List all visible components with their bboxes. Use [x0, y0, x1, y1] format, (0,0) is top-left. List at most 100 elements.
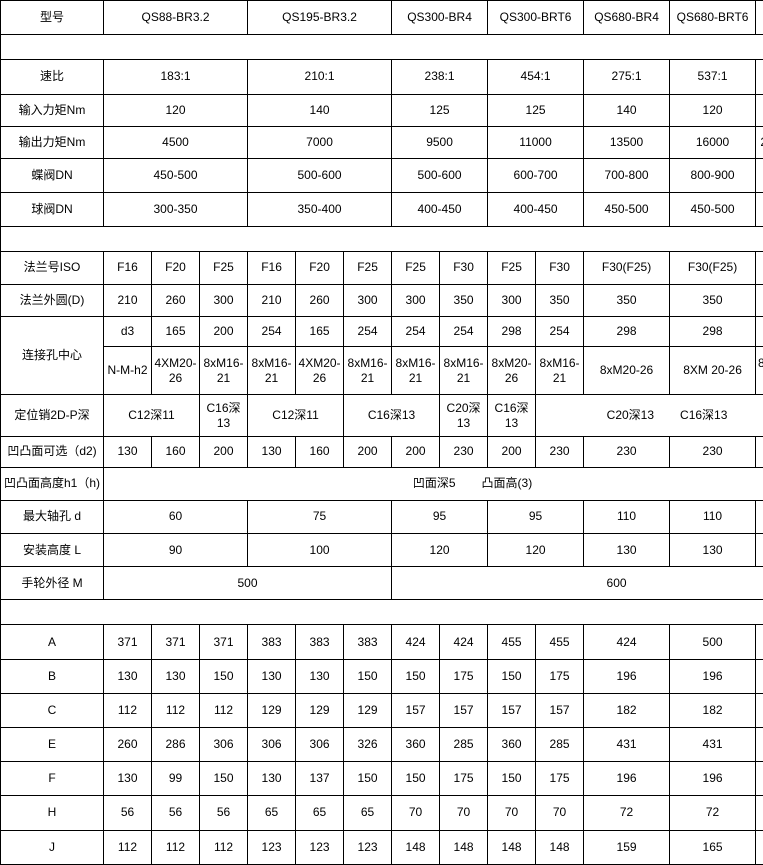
model-header-3: QS300-BRT6 [487, 0, 585, 36]
cell-dim-h-8: 70 [487, 795, 537, 831]
cell-dim-b-5: 150 [343, 658, 393, 694]
cell-flange-od-11: 350 [669, 283, 757, 317]
cell-flange-iso-6: F25 [391, 251, 441, 285]
cell-d2-4: 160 [295, 436, 345, 468]
cell-dim-j-4: 123 [295, 829, 345, 865]
table-row-dim-a: A 371 371 371 383 383 383 424 424 455 45… [0, 624, 763, 660]
cell-pin-6-a: C20深13 [606, 408, 655, 423]
cell-handwheel-0: 500 [102, 566, 393, 601]
cell-ball-4: 450-500 [583, 192, 671, 228]
cell-pin-6: C20深13 C16深13 [535, 394, 763, 438]
cell-butterfly-5: 800-900 [669, 157, 757, 194]
cell-input-torque-1: 140 [247, 93, 393, 127]
cell-dim-a-9: 455 [535, 624, 585, 660]
row-label-face-d2: 凹凸面可选（d2) [0, 436, 104, 468]
table-row-install-height: 安装高度 L 90 100 120 120 130 130 145 [0, 532, 763, 568]
cell-d2-3: 130 [247, 436, 297, 468]
cell-speed-ratio-6: 633:1 [755, 59, 763, 95]
cell-dim-b-7: 175 [439, 658, 489, 694]
cell-dim-j-6: 148 [391, 829, 441, 865]
cell-dim-a-7: 424 [439, 624, 489, 660]
cell-d3-10: 298 [669, 315, 757, 347]
cell-dim-b-12: 208 [755, 658, 763, 694]
cell-pin-3: C16深13 [343, 394, 441, 438]
row-label-handwheel-od: 手轮外径 M [0, 566, 104, 601]
cell-dim-b-2: 150 [198, 658, 249, 694]
cell-flange-od-3: 210 [247, 283, 297, 317]
row-label-butterfly-valve-dn: 蝶阀DN [0, 157, 104, 194]
section-header-tech: 技术参数 [0, 34, 763, 61]
cell-speed-ratio-3: 454:1 [487, 59, 585, 95]
cell-speed-ratio-1: 210:1 [247, 59, 393, 95]
cell-dim-j-12: 195 [755, 829, 763, 865]
cell-dim-e-11: 431 [669, 727, 757, 763]
cell-dim-j-5: 123 [343, 829, 393, 865]
cell-ball-3: 400-450 [487, 192, 585, 228]
cell-dim-b-11: 196 [669, 658, 757, 694]
cell-flange-od-8: 300 [487, 283, 537, 317]
cell-dim-f-12: 208 [755, 761, 763, 797]
cell-dim-h-10: 72 [583, 795, 671, 831]
cell-dim-a-4: 383 [295, 624, 345, 660]
cell-dim-e-8: 360 [487, 727, 537, 763]
cell-nmh2-2: 8xM16-21 [247, 345, 297, 396]
cell-dim-c-1: 112 [151, 692, 200, 729]
cell-dim-e-3: 306 [247, 727, 297, 763]
cell-nmh2-5: 8xM16-21 [391, 345, 441, 396]
cell-flange-od-6: 300 [391, 283, 441, 317]
cell-flange-iso-0: F16 [103, 251, 152, 285]
table-row-dim-c: C 112 112 112 129 129 129 157 157 157 15… [0, 692, 763, 729]
table-row-handwheel-od: 手轮外径 M 500 600 [0, 566, 763, 601]
row-label-dim-j: J [0, 829, 104, 865]
cell-dim-f-6: 150 [391, 761, 441, 797]
cell-input-torque-4: 140 [583, 93, 671, 127]
cell-dim-a-11: 500 [669, 624, 757, 660]
cell-dim-b-10: 196 [583, 658, 671, 694]
cell-dim-c-2: 112 [198, 692, 249, 729]
cell-nmh2-1: 8xM16-21 [198, 345, 249, 396]
table-row-section-connection: 连接尺寸 [0, 226, 763, 253]
cell-dim-f-4: 137 [295, 761, 345, 797]
cell-pin-5: C16深13 [487, 394, 537, 438]
cell-flange-iso-10: F30(F25) [583, 251, 671, 285]
row-label-dim-h: H [0, 795, 104, 831]
cell-d3-0: 165 [151, 315, 200, 347]
cell-dim-h-9: 70 [535, 795, 585, 831]
cell-flange-od-2: 300 [198, 283, 249, 317]
table-row-dim-e: E 260 286 306 306 306 326 360 285 360 28… [0, 727, 763, 763]
cell-dim-f-10: 196 [583, 761, 671, 797]
cell-dim-b-6: 150 [391, 658, 441, 694]
cell-d2-2: 200 [198, 436, 249, 468]
cell-dim-e-6: 360 [391, 727, 441, 763]
table-row-section-outline: 外形尺寸 [0, 599, 763, 626]
cell-d2-1: 160 [151, 436, 200, 468]
row-label-input-torque: 输入力矩Nm [0, 93, 104, 127]
cell-butterfly-3: 600-700 [487, 157, 585, 194]
cell-d3-6: 254 [439, 315, 489, 347]
cell-pin-4: C20深13 [439, 394, 489, 438]
sublabel-nmh2: N-M-h2 [103, 345, 152, 396]
cell-dim-c-6: 157 [391, 692, 441, 729]
cell-dim-f-1: 99 [151, 761, 200, 797]
cell-pin-2: C12深11 [247, 394, 345, 438]
cell-dim-e-2: 306 [198, 727, 249, 763]
cell-install-height-2: 120 [391, 532, 489, 568]
model-header-6: QS780-BR7 [755, 0, 763, 36]
cell-flange-iso-5: F25 [343, 251, 393, 285]
cell-d2-9: 230 [535, 436, 585, 468]
cell-flange-iso-1: F20 [151, 251, 200, 285]
cell-dim-a-12: 739 [755, 624, 763, 660]
cell-dim-f-2: 150 [198, 761, 249, 797]
cell-dim-c-4: 129 [295, 692, 345, 729]
row-label-output-torque: 输出力矩Nm [0, 125, 104, 159]
row-label-flange-od: 法兰外圆(D) [0, 283, 104, 317]
cell-dim-f-11: 196 [669, 761, 757, 797]
cell-dim-j-2: 112 [198, 829, 249, 865]
row-label-speed-ratio: 速比 [0, 59, 104, 95]
cell-dim-b-0: 130 [103, 658, 152, 694]
row-label-hole-center: 连接孔中心 [0, 315, 104, 396]
cell-nmh2-9: 8xM20-26 [583, 345, 671, 396]
table-row-flange-od: 法兰外圆(D) 210 260 300 210 260 300 300 350 … [0, 283, 763, 317]
cell-flange-iso-3: F16 [247, 251, 297, 285]
cell-nmh2-10: 8XM 20-26 [669, 345, 757, 396]
